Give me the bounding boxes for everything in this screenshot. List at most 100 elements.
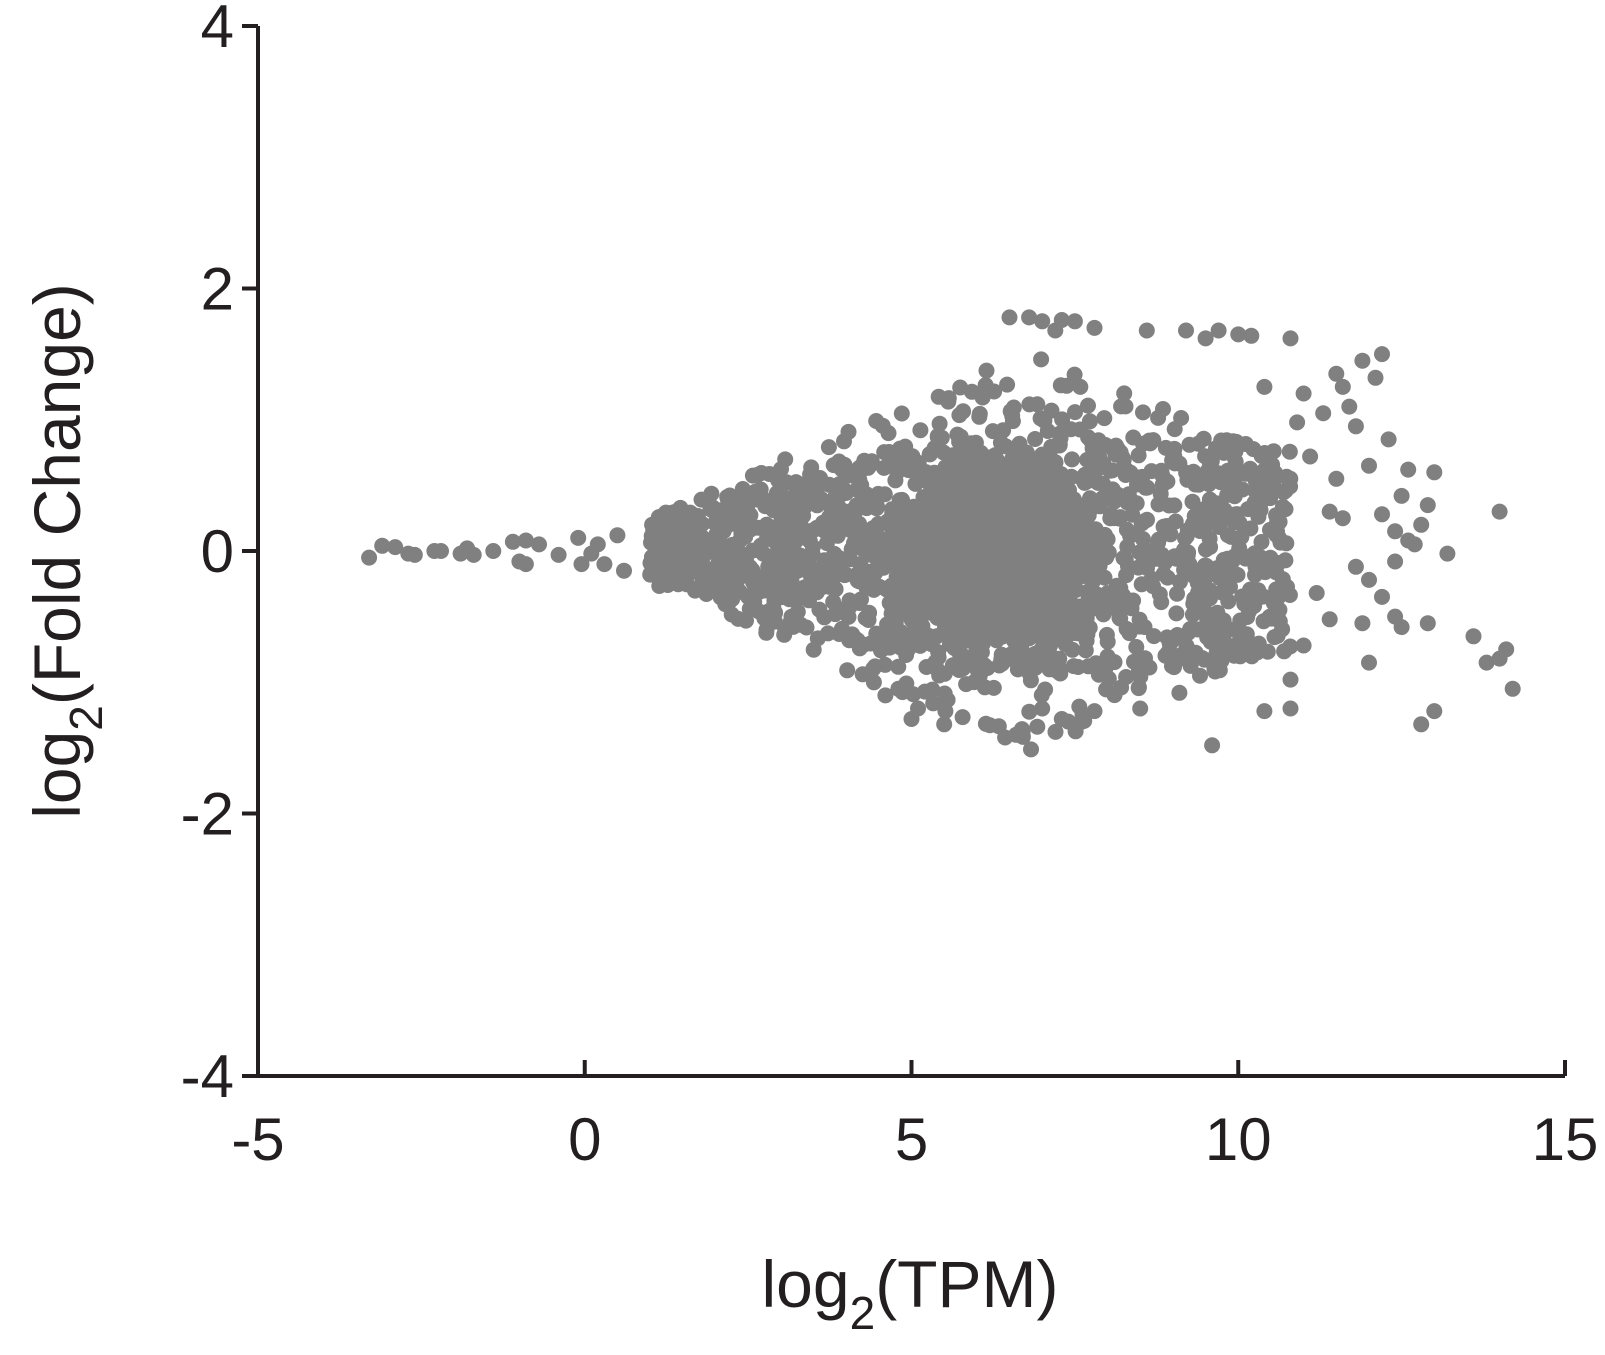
data-point	[1504, 680, 1521, 697]
data-point	[1071, 421, 1088, 438]
data-point	[673, 510, 689, 527]
data-point	[1069, 530, 1086, 547]
data-point	[1023, 488, 1040, 505]
data-point	[971, 557, 988, 574]
data-point	[1014, 724, 1031, 741]
data-point	[1021, 703, 1038, 720]
data-point	[996, 616, 1013, 633]
data-point	[727, 491, 744, 508]
data-point	[1086, 319, 1103, 336]
data-point	[1121, 625, 1138, 642]
data-point	[876, 486, 893, 503]
data-point	[1159, 629, 1176, 646]
data-point	[782, 557, 799, 574]
data-point	[1159, 569, 1176, 586]
data-point	[1080, 397, 1096, 414]
data-point	[831, 513, 848, 530]
data-point	[1034, 700, 1051, 717]
data-point	[1057, 636, 1074, 653]
data-point	[406, 546, 423, 563]
data-point	[951, 407, 968, 424]
data-point	[1197, 593, 1214, 610]
data-point	[1066, 313, 1083, 330]
data-point	[931, 415, 948, 432]
x-axis-label: log2(TPM)	[762, 1247, 1059, 1339]
data-point	[657, 504, 674, 521]
data-point	[1172, 647, 1189, 664]
data-point	[940, 393, 957, 410]
x-tick-label: 10	[1205, 1106, 1272, 1173]
data-point	[1067, 404, 1083, 421]
data-point	[978, 362, 995, 379]
data-point	[1130, 680, 1147, 697]
data-point	[1347, 418, 1364, 435]
data-point	[1014, 597, 1031, 614]
data-point	[1086, 703, 1103, 720]
data-point	[936, 716, 953, 733]
data-point	[877, 687, 894, 704]
data-point	[899, 460, 916, 476]
data-point	[550, 546, 567, 563]
data-point	[1079, 451, 1096, 468]
data-point	[374, 537, 391, 554]
data-point	[1133, 576, 1150, 593]
data-point	[1048, 662, 1065, 679]
data-point	[1328, 365, 1345, 382]
data-point	[795, 507, 812, 524]
data-point	[804, 539, 821, 555]
data-point	[1136, 513, 1153, 530]
data-point	[1230, 326, 1247, 343]
data-point	[1048, 466, 1065, 483]
y-tick-label: -2	[181, 781, 234, 848]
data-point	[918, 659, 935, 675]
data-point	[1219, 527, 1236, 544]
data-point	[1134, 531, 1151, 547]
data-point	[808, 584, 825, 601]
data-point	[811, 471, 828, 488]
data-point	[738, 612, 754, 629]
data-point	[933, 429, 950, 446]
data-point	[1184, 515, 1201, 532]
data-point	[1122, 464, 1139, 481]
data-point	[860, 612, 877, 628]
data-point	[963, 475, 980, 492]
data-point	[926, 606, 943, 623]
data-point	[1032, 582, 1049, 599]
data-point	[1019, 530, 1036, 547]
data-point	[747, 483, 764, 500]
data-point	[772, 505, 789, 522]
data-point	[863, 453, 880, 470]
data-point	[643, 534, 659, 551]
data-point	[1183, 472, 1200, 489]
data-point	[1077, 642, 1094, 659]
data-point	[1315, 405, 1332, 422]
data-point	[644, 549, 660, 565]
data-point	[1182, 657, 1199, 674]
data-point	[1027, 431, 1044, 447]
data-point	[387, 539, 404, 556]
data-point	[777, 621, 794, 638]
data-point	[1361, 654, 1377, 671]
data-point	[805, 641, 822, 658]
data-point	[761, 466, 778, 482]
x-tick-label: 5	[895, 1106, 928, 1173]
data-point	[953, 622, 970, 639]
data-point	[1065, 570, 1082, 587]
data-point	[730, 567, 747, 584]
data-point	[951, 527, 968, 544]
data-point	[1079, 626, 1096, 643]
data-point	[647, 562, 664, 579]
data-point	[680, 557, 697, 574]
data-point	[962, 444, 979, 461]
data-point	[1197, 557, 1213, 574]
data-point	[1034, 313, 1051, 330]
data-point	[1080, 587, 1097, 604]
data-point	[928, 472, 944, 489]
data-point	[954, 709, 971, 726]
data-point	[1100, 670, 1117, 687]
data-point	[1116, 385, 1133, 402]
data-point	[1184, 606, 1201, 623]
data-point	[838, 485, 855, 501]
data-point	[1074, 599, 1091, 616]
data-point	[984, 423, 1001, 440]
